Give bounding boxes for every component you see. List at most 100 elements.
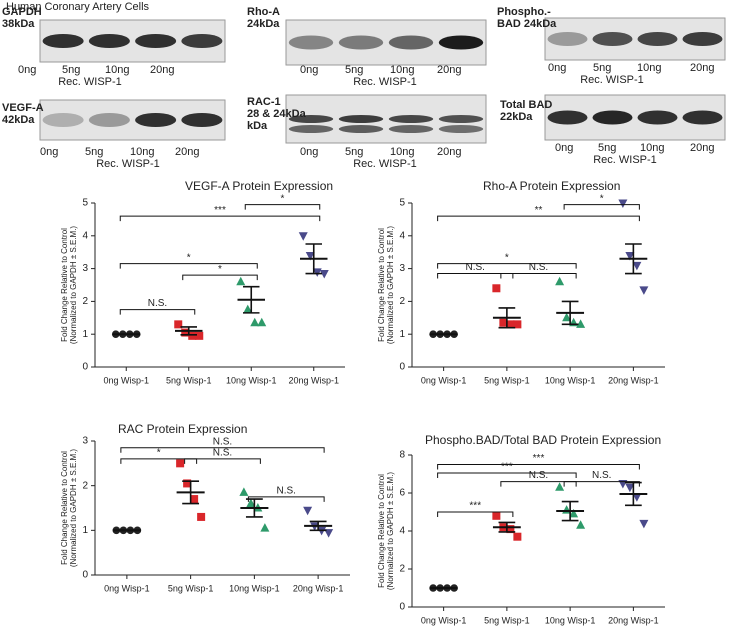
x-tick-label: 0ng Wisp-1 bbox=[421, 615, 467, 625]
significance-bracket bbox=[244, 204, 321, 210]
blot-band bbox=[288, 115, 334, 123]
significance-label: *** bbox=[533, 453, 545, 464]
blot-footer: Rec. WISP-1 bbox=[353, 158, 417, 170]
data-point bbox=[513, 320, 522, 329]
data-point bbox=[183, 479, 192, 488]
y-tick-label: 2 bbox=[399, 564, 405, 575]
data-point bbox=[319, 270, 329, 279]
lane-label: 10ng bbox=[640, 142, 664, 154]
blot-band bbox=[88, 34, 130, 48]
x-tick-label: 0ng Wisp-1 bbox=[421, 375, 467, 385]
significance-bracket bbox=[437, 464, 640, 470]
significance-label: N.S. bbox=[466, 262, 485, 273]
sem-bar bbox=[561, 500, 579, 522]
y-axis-label: Fold Change Relative to Control bbox=[60, 451, 69, 565]
blot-band bbox=[388, 35, 434, 50]
data-point bbox=[632, 261, 642, 271]
x-tick-label: 10ng Wisp-1 bbox=[226, 375, 277, 385]
blot-band bbox=[438, 115, 484, 123]
data-point bbox=[632, 493, 642, 502]
sem-bar bbox=[309, 520, 327, 532]
x-tick-label: 5ng Wisp-1 bbox=[166, 375, 212, 385]
chart-title: RAC Protein Expression bbox=[118, 422, 247, 436]
y-tick-label: 5 bbox=[82, 198, 88, 209]
blot-band bbox=[637, 110, 678, 125]
blot-band bbox=[438, 125, 484, 133]
x-tick-label: 20ng Wisp-1 bbox=[608, 615, 659, 625]
y-axis-label: (Normalized to GAPDH ± S.E.M.) bbox=[386, 226, 395, 345]
data-point bbox=[555, 276, 565, 286]
sem-bar bbox=[561, 300, 579, 326]
lane-label: 0ng bbox=[548, 62, 566, 74]
blot-label: Total BAD bbox=[500, 99, 552, 111]
y-tick-label: 4 bbox=[399, 230, 405, 241]
lane-label: 10ng bbox=[637, 62, 661, 74]
blot-label: 42kDa bbox=[2, 114, 35, 126]
y-tick-label: 2 bbox=[82, 480, 88, 491]
significance-label: ** bbox=[535, 205, 543, 216]
blot-band bbox=[338, 115, 384, 123]
significance-bracket bbox=[563, 481, 640, 487]
y-tick-label: 2 bbox=[82, 296, 88, 307]
significance-bracket bbox=[247, 496, 325, 502]
y-axis-label: (Normalized to GAPDH ± S.E.M.) bbox=[386, 472, 395, 591]
y-tick-label: 0 bbox=[399, 362, 405, 373]
blot-label: 38kDa bbox=[2, 18, 35, 30]
y-axis-label: (Normalized to GAPDH ± S.E.M.) bbox=[69, 449, 78, 568]
blot-band bbox=[592, 110, 633, 125]
significance-label: *** bbox=[469, 501, 481, 512]
data-point bbox=[190, 495, 199, 504]
data-point bbox=[618, 199, 628, 208]
blot-band bbox=[181, 34, 223, 48]
sem-bar bbox=[498, 521, 516, 533]
y-axis-label: (Normalized to GAPDH ± S.E.M.) bbox=[69, 226, 78, 345]
blot-label: RAC-1 bbox=[247, 96, 281, 108]
blot-band bbox=[547, 32, 588, 46]
blot-label: 22kDa bbox=[500, 111, 533, 123]
data-point bbox=[260, 523, 270, 532]
data-point bbox=[506, 320, 515, 329]
y-tick-label: 2 bbox=[399, 296, 405, 307]
significance-label: * bbox=[600, 193, 604, 204]
significance-bracket bbox=[120, 447, 325, 453]
lane-label: 10ng bbox=[390, 146, 414, 158]
significance-bracket bbox=[119, 309, 196, 315]
lane-label: 0ng bbox=[40, 146, 58, 158]
blot-footer: Rec. WISP-1 bbox=[96, 158, 160, 170]
data-point bbox=[250, 317, 260, 327]
data-point bbox=[181, 328, 190, 337]
lane-label: 20ng bbox=[175, 146, 199, 158]
y-tick-label: 8 bbox=[399, 450, 405, 461]
data-point bbox=[236, 276, 246, 286]
x-tick-label: 0ng Wisp-1 bbox=[104, 583, 150, 593]
data-point bbox=[492, 511, 501, 520]
blot-band bbox=[388, 125, 434, 133]
lane-label: 20ng bbox=[690, 62, 714, 74]
data-point bbox=[555, 482, 565, 491]
chart-title: Rho-A Protein Expression bbox=[483, 179, 620, 193]
data-point bbox=[492, 284, 501, 293]
lane-label: 5ng bbox=[85, 146, 103, 158]
significance-label: N.S. bbox=[213, 436, 232, 447]
significance-bracket bbox=[437, 263, 577, 269]
data-point bbox=[576, 520, 586, 529]
data-point bbox=[305, 251, 315, 261]
blot-band bbox=[135, 113, 177, 127]
lane-label: 5ng bbox=[345, 146, 363, 158]
significance-label: *** bbox=[214, 205, 226, 216]
blot-label: 28 & 24kDa bbox=[247, 108, 307, 120]
data-point bbox=[639, 286, 649, 295]
lane-label: 0ng bbox=[300, 146, 318, 158]
blot-label: BAD 24kDa bbox=[497, 18, 557, 30]
blot-band bbox=[42, 113, 84, 127]
significance-bracket bbox=[120, 458, 198, 464]
sem-bar bbox=[625, 243, 642, 275]
blot-band bbox=[88, 113, 130, 127]
lane-label: 20ng bbox=[150, 64, 174, 76]
header-title: Human Coronary Artery Cells bbox=[6, 1, 150, 13]
significance-bracket bbox=[119, 263, 258, 269]
y-tick-label: 1 bbox=[399, 329, 405, 340]
lane-label: 10ng bbox=[105, 64, 129, 76]
blot-footer: Rec. WISP-1 bbox=[593, 154, 657, 166]
